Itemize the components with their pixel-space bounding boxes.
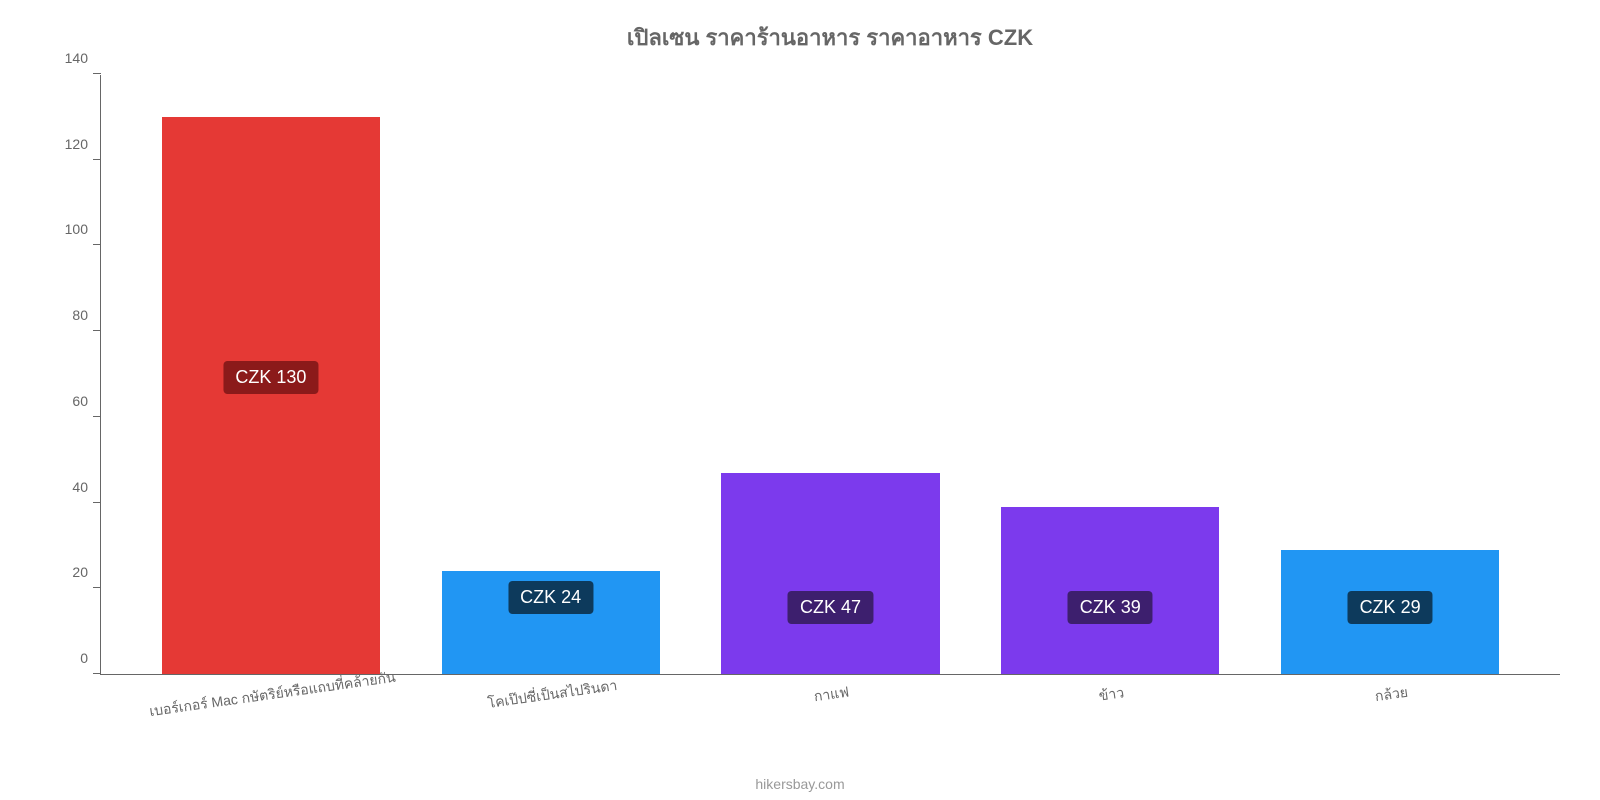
y-tick	[93, 73, 101, 74]
y-label: 100	[65, 221, 88, 237]
bar-slot: CZK 47	[691, 75, 971, 674]
bar: CZK 130	[162, 117, 380, 674]
chart-container: เปิลเซน ราคาร้านอาหาร ราคาอาหาร CZK CZK …	[0, 0, 1600, 800]
x-label: ข้าว	[1098, 682, 1126, 707]
y-tick	[93, 416, 101, 417]
value-badge: CZK 39	[1068, 591, 1153, 624]
chart-title: เปิลเซน ราคาร้านอาหาร ราคาอาหาร CZK	[100, 20, 1560, 55]
y-label: 60	[72, 393, 88, 409]
bar: CZK 29	[1281, 550, 1499, 674]
y-label: 0	[80, 650, 88, 666]
bar-slot: CZK 130	[131, 75, 411, 674]
bar: CZK 24	[442, 571, 660, 674]
y-label: 40	[72, 479, 88, 495]
bars-wrap: CZK 130 CZK 24 CZK 47 CZK 39 CZK	[101, 75, 1560, 674]
x-label: กาแฟ	[813, 682, 851, 709]
y-tick	[93, 159, 101, 160]
y-tick	[93, 673, 101, 674]
y-label: 120	[65, 136, 88, 152]
bar-slot: CZK 24	[411, 75, 691, 674]
y-tick	[93, 587, 101, 588]
y-tick	[93, 502, 101, 503]
bar-slot: CZK 29	[1250, 75, 1530, 674]
y-tick	[93, 330, 101, 331]
value-badge: CZK 29	[1348, 591, 1433, 624]
plot-area: CZK 130 CZK 24 CZK 47 CZK 39 CZK	[100, 75, 1560, 675]
y-label: 140	[65, 50, 88, 66]
value-badge: CZK 130	[223, 361, 318, 394]
y-label: 80	[72, 307, 88, 323]
attribution: hikersbay.com	[755, 776, 844, 792]
x-label: กล้วย	[1374, 682, 1410, 708]
value-badge: CZK 47	[788, 591, 873, 624]
bar: CZK 47	[721, 473, 939, 674]
bar-slot: CZK 39	[970, 75, 1250, 674]
value-badge: CZK 24	[508, 581, 593, 614]
bar: CZK 39	[1001, 507, 1219, 674]
y-label: 20	[72, 564, 88, 580]
y-tick	[93, 244, 101, 245]
x-label: โคเป๊ปซี่เป็นสไปรินดา	[486, 675, 618, 715]
x-label: เบอร์เกอร์ Mac กษัตริย์หรือแถบที่คล้ายกั…	[148, 667, 397, 723]
